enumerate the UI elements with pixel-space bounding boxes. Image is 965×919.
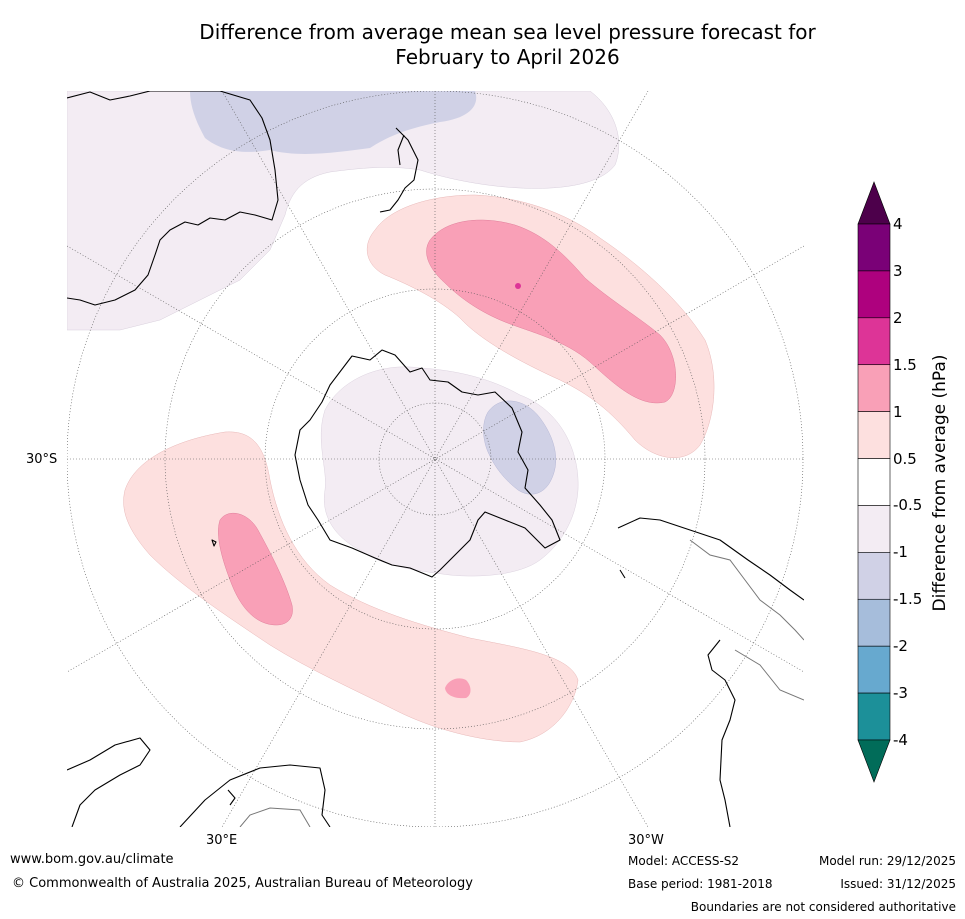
- lon-label-30e: 30°E: [206, 833, 238, 848]
- pressure-anomaly-tasman: [190, 91, 477, 154]
- footer-website[interactable]: www.bom.gov.au/climate: [10, 852, 174, 867]
- colorbar-bin: [857, 317, 891, 366]
- footer-issued: Issued: 31/12/2025: [840, 877, 956, 891]
- south-america-coast: [617, 517, 804, 827]
- footer-disclaimer: Boundaries are not considered authoritat…: [690, 900, 956, 914]
- lat-label-30s: 30°S: [26, 452, 58, 467]
- antarctica-coast: [294, 349, 561, 578]
- pressure-anomaly-southern-indian-outer: [123, 431, 579, 743]
- africa-borders: [239, 807, 311, 827]
- chart-title: Difference from average mean sea level p…: [70, 20, 945, 70]
- pressure-anomaly-small-patch: [445, 678, 471, 699]
- colorbar-tick-label: -0.5: [893, 496, 923, 515]
- colorbar-svg: [857, 181, 891, 783]
- meridian-6: [67, 245, 804, 673]
- colorbar-bin: [857, 598, 891, 647]
- pressure-anomaly-weddell: [483, 400, 557, 495]
- colorbar-tick-label: -1: [893, 543, 908, 562]
- island-dot: [211, 539, 217, 547]
- australia-coast: [67, 91, 279, 306]
- pressure-anomaly-peak-dot: [515, 283, 521, 289]
- map-svg[interactable]: [67, 91, 804, 827]
- colorbar-tick-label: -1.5: [893, 590, 923, 609]
- meridian-4: [221, 91, 649, 827]
- madagascar-coast: [227, 789, 236, 806]
- colorbar-tick-label: 1.5: [893, 355, 917, 374]
- pressure-anomaly-southern-pacific: [426, 219, 676, 404]
- footer-model: Model: ACCESS-S2: [628, 854, 740, 868]
- footer-base-period: Base period: 1981-2018: [628, 877, 773, 891]
- meridian-5: [67, 245, 804, 673]
- colorbar-tick-label: -3: [893, 684, 908, 703]
- colorbar-tick-label: 4: [893, 215, 903, 233]
- colorbar: [857, 181, 891, 783]
- colorbar-bin: [857, 692, 891, 741]
- colorbar-tick-label: 0.5: [893, 449, 917, 468]
- coastlines: [67, 91, 804, 827]
- colorbar-bin: [857, 223, 891, 272]
- colorbar-bin: [857, 505, 891, 553]
- footer-model-run: Model run: 29/12/2025: [818, 854, 956, 868]
- colorbar-extend-top: [857, 181, 891, 225]
- lon-label-30w: 30°W: [628, 833, 664, 848]
- graticule: [67, 91, 804, 827]
- country-borders: [239, 539, 804, 827]
- colorbar-bin: [857, 645, 891, 694]
- colorbar-bin: [857, 411, 891, 459]
- colorbar-tick-label: 3: [893, 261, 903, 280]
- colorbar-tick-label: 2: [893, 308, 903, 327]
- meridian-3: [221, 91, 649, 827]
- map-panel[interactable]: [67, 91, 804, 827]
- latitude-circle-45s: [164, 188, 706, 730]
- colorbar-extend-bottom: [857, 739, 891, 783]
- title-line-2: February to April 2026: [395, 45, 620, 69]
- colorbar-bin: [857, 364, 891, 412]
- africa-coast: [67, 737, 331, 827]
- pressure-anomaly-tasman-outer: [67, 91, 619, 331]
- colorbar-tick-label: 1: [893, 402, 903, 421]
- south-america-borders: [689, 539, 804, 701]
- title-line-1: Difference from average mean sea level p…: [199, 20, 816, 44]
- new-zealand-coast: [379, 127, 419, 213]
- colorbar-tick-label: -2: [893, 637, 908, 656]
- colorbar-bin: [857, 552, 891, 600]
- pressure-anomaly-southern-indian: [218, 512, 293, 626]
- colorbar-bin: [857, 270, 891, 319]
- colorbar-bin: [857, 458, 891, 506]
- colorbar-title: Difference from average (hPa): [930, 354, 950, 612]
- colorbar-tick-label: -4: [893, 731, 908, 749]
- footer-copyright: © Commonwealth of Australia 2025, Austra…: [12, 876, 473, 891]
